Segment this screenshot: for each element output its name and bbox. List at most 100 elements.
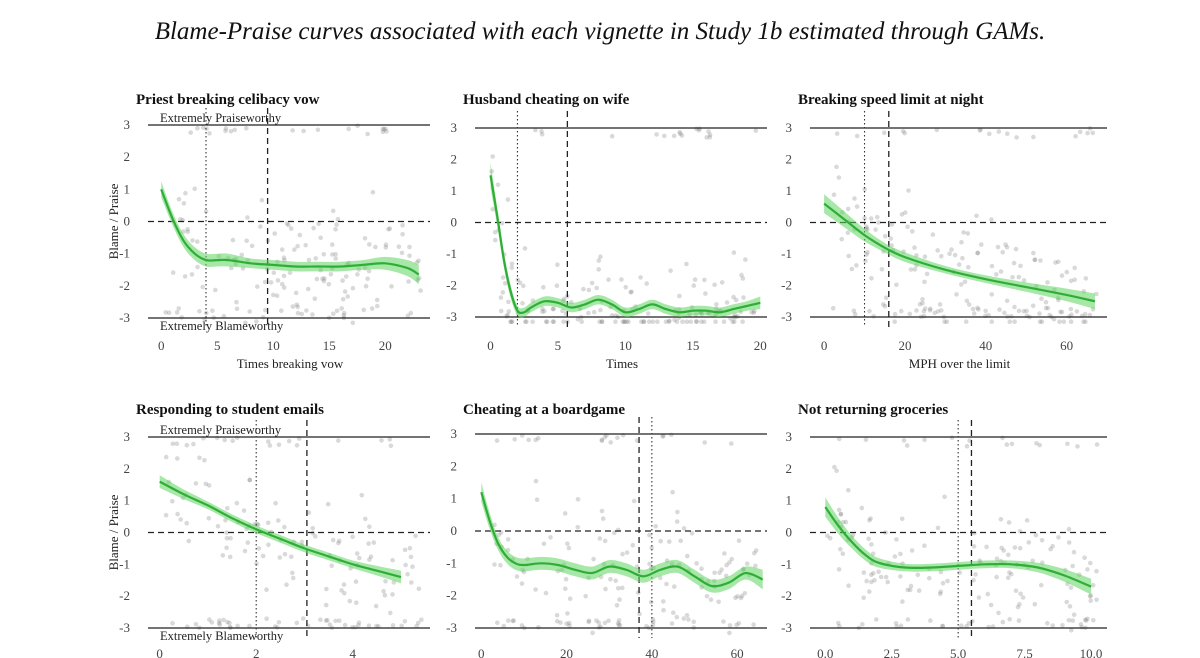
data-point [290,570,295,576]
data-point [284,221,290,226]
data-point [586,310,591,316]
data-point [1068,278,1074,284]
data-point [973,572,978,577]
data-point [170,270,176,275]
data-point [326,281,332,287]
data-point [526,437,531,443]
x-tick-label: 4 [350,646,357,658]
data-point [1069,628,1074,633]
data-point [369,306,375,311]
data-point [1059,309,1065,315]
data-point [200,284,205,290]
data-point [347,598,353,604]
data-point [732,312,738,318]
data-point [920,297,925,302]
data-point [170,620,175,626]
data-point [356,620,362,625]
data-point [295,310,301,316]
data-point [664,581,669,587]
data-point [181,201,187,206]
data-point [575,497,581,502]
y-tick-label: 0 [124,214,131,229]
data-point [712,282,717,288]
data-point [671,610,676,615]
data-point [304,308,309,313]
y-tick-label: -3 [446,309,457,324]
data-point [834,468,839,474]
data-point [674,319,680,325]
data-point [977,128,983,133]
data-point [1004,442,1010,447]
data-point [912,267,918,272]
data-point [560,308,565,314]
data-point [247,477,253,483]
data-point [956,262,962,267]
data-point [964,623,969,629]
data-point [634,438,640,443]
data-point [1087,312,1093,318]
data-point [636,590,641,595]
data-point [894,537,899,542]
data-point [653,523,658,529]
data-point [899,212,905,217]
y-tick-label: -2 [119,588,130,603]
data-point [341,313,347,318]
data-point [674,519,680,524]
data-point [396,244,402,249]
data-point [182,274,188,279]
data-point [509,319,515,325]
data-point [300,616,306,621]
data-point [983,308,988,314]
x-tick-label: 10.0 [1080,646,1103,658]
y-tick-label: 0 [451,215,458,230]
data-point [567,623,572,629]
data-point [418,288,423,293]
data-point [203,481,209,487]
data-point [1073,133,1078,139]
data-point [871,570,876,576]
data-point [666,319,672,325]
data-point [1032,257,1037,263]
data-point [740,319,745,325]
data-point [407,253,412,259]
data-point [356,623,361,628]
data-point [333,251,338,257]
data-point [912,245,917,250]
gam-fit-line [160,188,420,276]
data-point [522,246,528,251]
data-point [200,125,206,130]
data-point [1071,549,1077,555]
data-point [267,443,273,448]
data-point [966,621,972,626]
data-point [1094,597,1099,603]
data-point [184,442,190,448]
data-point [1032,601,1038,607]
data-point [312,296,318,302]
data-point [339,588,344,593]
data-point [400,232,405,237]
data-point [602,620,608,626]
data-point [1017,545,1023,551]
data-point [550,306,556,312]
data-point [713,319,718,325]
x-axis-label: Times breaking vow [237,356,344,371]
data-point [336,540,341,546]
data-point [381,588,386,594]
data-point [533,478,539,484]
data-point [677,293,682,299]
data-point [594,285,599,291]
data-point [1045,620,1050,626]
data-point [163,512,169,518]
x-tick-label: 5.0 [950,646,966,658]
y-tick-label: 2 [124,149,131,164]
data-point [712,570,717,576]
data-point [679,133,685,138]
data-point [554,618,560,624]
data-point [495,620,500,625]
data-point [220,553,226,558]
data-point [506,618,511,623]
data-point [247,623,252,629]
data-point [959,240,964,245]
data-point [313,534,318,539]
data-point [383,579,388,584]
